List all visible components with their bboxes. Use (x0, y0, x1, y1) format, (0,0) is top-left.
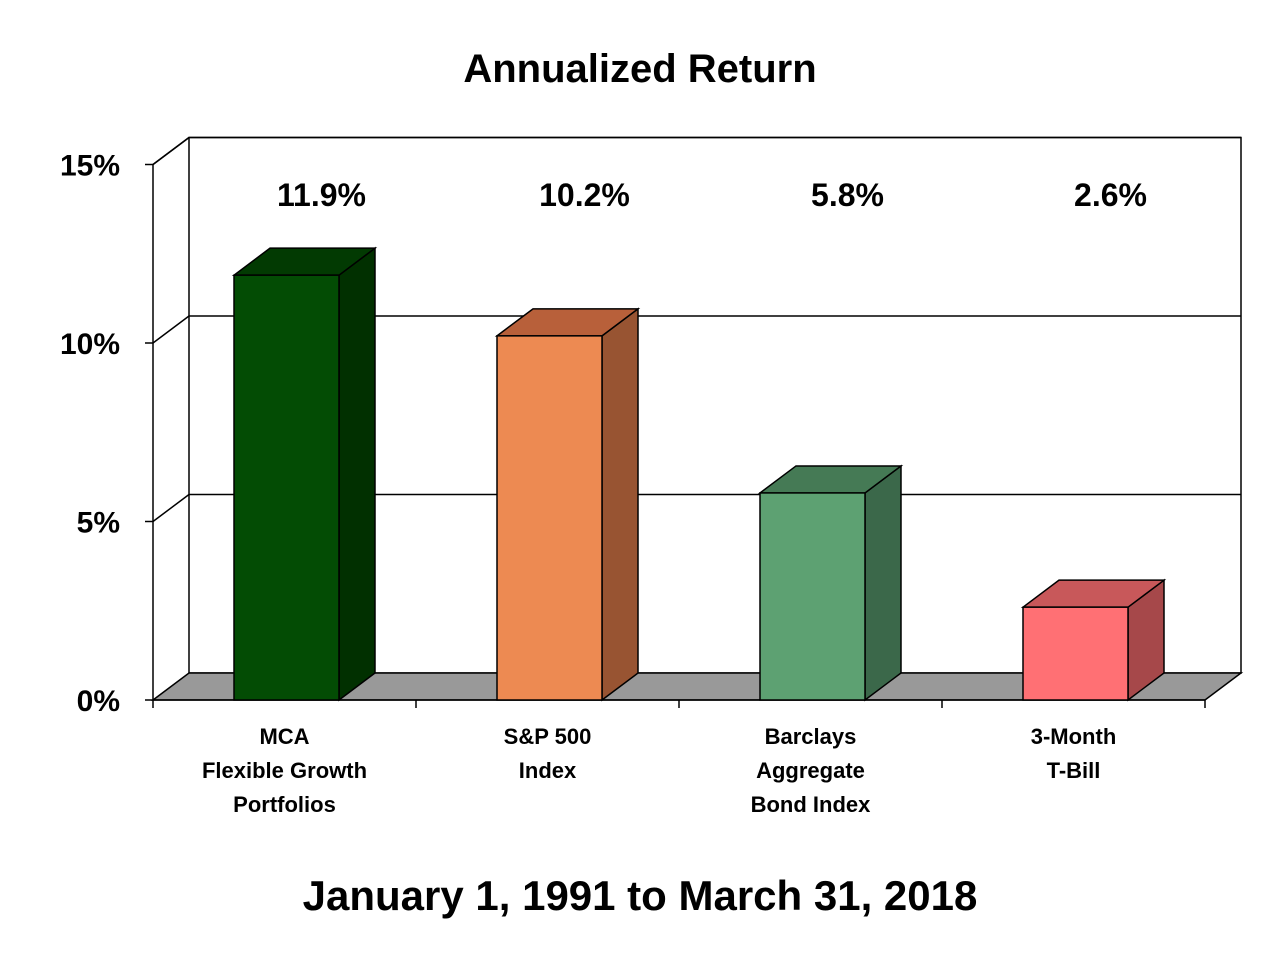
bar-side (601, 307, 639, 702)
bar-front (759, 492, 866, 701)
chart-title: Annualized Return (463, 47, 816, 91)
data-labels: 11.9% 10.2% 5.8% 2.6% (277, 177, 1147, 213)
gridline-side (152, 136, 190, 166)
bar (757, 464, 904, 702)
bar-front (496, 335, 603, 701)
bar-side (864, 464, 902, 702)
category-label: S&P 500 (504, 724, 592, 749)
y-tick-label: 10% (60, 328, 120, 361)
category-label: Barclays (765, 724, 857, 749)
bar (231, 246, 378, 702)
category-labels: MCA Flexible Growth Portfolios S&P 500 Index… (202, 724, 1116, 817)
y-tick-label: 5% (77, 507, 120, 540)
bar (494, 307, 641, 702)
bar-side (338, 246, 376, 702)
data-label: 11.9% (277, 177, 366, 213)
bars (231, 246, 1167, 702)
bar (1020, 578, 1167, 702)
bar-front (233, 274, 340, 701)
chart-subtitle: January 1, 1991 to March 31, 2018 (303, 872, 978, 919)
bar-front (1022, 606, 1129, 701)
category-label: Bond Index (751, 792, 872, 817)
y-tick-label: 15% (60, 150, 120, 183)
category-label: Flexible Growth (202, 758, 367, 783)
data-label: 2.6% (1074, 177, 1147, 213)
y-tick-label: 0% (77, 685, 120, 718)
gridline-side (152, 493, 190, 523)
category-label: MCA (259, 724, 309, 749)
gridline-side (152, 315, 190, 344)
y-axis: 0% 5% 10% 15% (60, 150, 1206, 718)
category-label: T-Bill (1047, 758, 1101, 783)
data-label: 5.8% (811, 177, 884, 213)
category-label: Index (519, 758, 577, 783)
data-label: 10.2% (539, 177, 630, 213)
category-label: Aggregate (756, 758, 865, 783)
category-label: 3-Month (1031, 724, 1117, 749)
category-label: Portfolios (233, 792, 336, 817)
